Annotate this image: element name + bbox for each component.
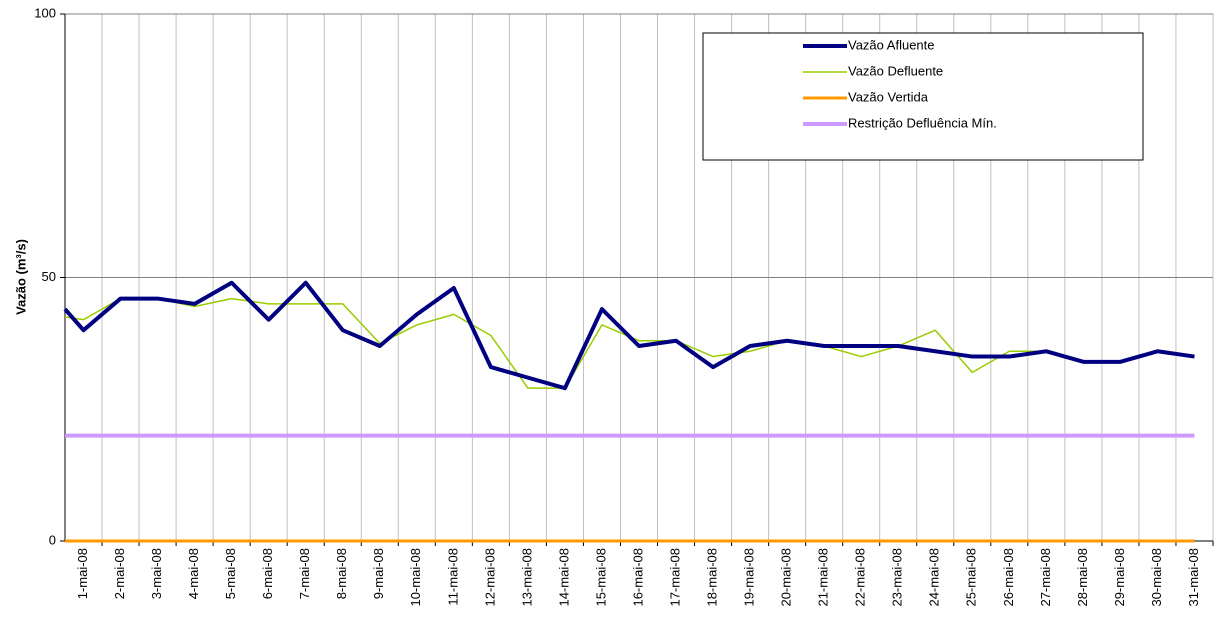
series-line (63, 280, 1195, 391)
x-tick-label: 10-mai-08 (408, 548, 423, 607)
x-tick-label: 21-mai-08 (816, 548, 831, 607)
y-tick-label: 100 (34, 5, 56, 20)
x-tick-label: 1-mai-08 (75, 548, 90, 599)
x-tick-label: 4-mai-08 (186, 548, 201, 599)
x-tick-label: 14-mai-08 (556, 548, 571, 607)
x-tick-label: 7-mai-08 (297, 548, 312, 599)
x-tick-label: 9-mai-08 (371, 548, 386, 599)
x-tick-label: 20-mai-08 (779, 548, 794, 607)
x-tick-label: 8-mai-08 (334, 548, 349, 599)
x-tick-label: 15-mai-08 (593, 548, 608, 607)
x-tick-label: 17-mai-08 (667, 548, 682, 607)
x-tick-label: 23-mai-08 (890, 548, 905, 607)
x-tick-label: 24-mai-08 (927, 548, 942, 607)
legend-label: Vazão Afluente (848, 37, 935, 52)
x-tick-label: 6-mai-08 (260, 548, 275, 599)
x-tick-label: 31-mai-08 (1186, 548, 1201, 607)
x-tick-label: 29-mai-08 (1112, 548, 1127, 607)
y-tick-label: 0 (49, 532, 56, 547)
x-tick-label: 22-mai-08 (853, 548, 868, 607)
y-axis-label: Vazão (m³/s) (13, 239, 28, 315)
x-tick-label: 30-mai-08 (1149, 548, 1164, 607)
legend-label: Vazão Vertida (848, 89, 929, 104)
x-tick-label: 5-mai-08 (223, 548, 238, 599)
y-tick-label: 50 (42, 269, 56, 284)
x-tick-label: 16-mai-08 (630, 548, 645, 607)
x-tick-label: 12-mai-08 (482, 548, 497, 607)
x-tick-label: 28-mai-08 (1075, 548, 1090, 607)
x-tick-label: 26-mai-08 (1001, 548, 1016, 607)
x-tick-label: 27-mai-08 (1038, 548, 1053, 607)
x-tick-label: 25-mai-08 (964, 548, 979, 607)
legend-label: Vazão Defluente (848, 63, 943, 78)
x-tick-label: 13-mai-08 (519, 548, 534, 607)
x-tick-label: 2-mai-08 (112, 548, 127, 599)
legend-box (702, 32, 1144, 161)
x-tick-label: 19-mai-08 (742, 548, 757, 607)
legend-label: Restrição Defluência Mín. (848, 115, 997, 130)
x-tick-label: 11-mai-08 (445, 548, 460, 606)
x-tick-label: 18-mai-08 (705, 548, 720, 607)
x-tick-label: 3-mai-08 (149, 548, 164, 599)
